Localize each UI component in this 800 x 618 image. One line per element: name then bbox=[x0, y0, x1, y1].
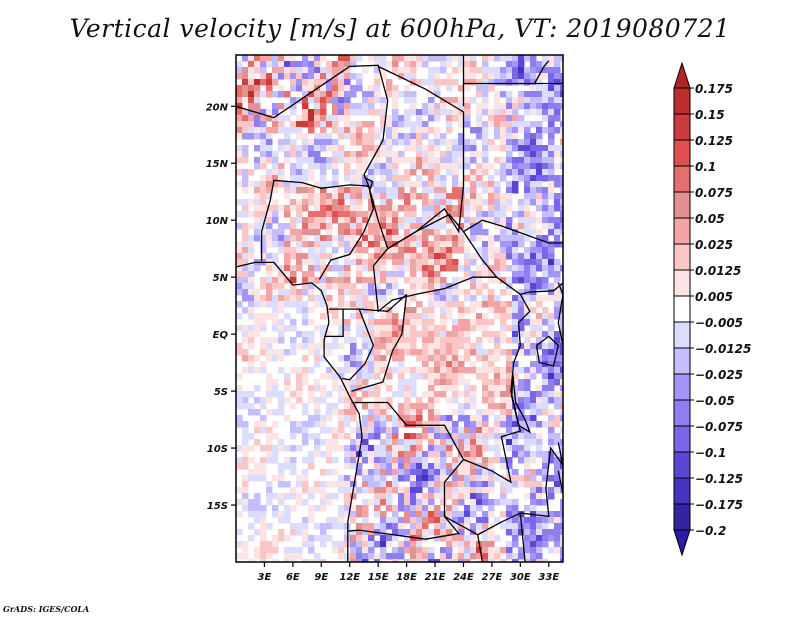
colorbar-label: 0.15 bbox=[695, 108, 725, 122]
map-field bbox=[236, 55, 563, 562]
colorbar-label: −0.2 bbox=[695, 524, 726, 538]
border-line bbox=[557, 282, 563, 346]
border-line bbox=[260, 179, 375, 280]
x-tick-label: 9E bbox=[314, 572, 328, 583]
y-tick-label: 15S bbox=[207, 501, 228, 512]
colorbar-segment bbox=[673, 477, 691, 505]
x-tick-label: 33E bbox=[538, 572, 559, 583]
border-line bbox=[463, 219, 563, 244]
colorbar-label: 0.005 bbox=[695, 290, 733, 304]
x-tick-label: 27E bbox=[482, 572, 503, 583]
border-line bbox=[496, 276, 563, 296]
y-tick-label: 10N bbox=[206, 216, 229, 227]
border-line bbox=[364, 177, 374, 190]
colorbar-label: −0.1 bbox=[695, 446, 726, 460]
border-line bbox=[534, 60, 550, 84]
border-line bbox=[535, 335, 560, 367]
y-tick-label: 15N bbox=[206, 159, 229, 170]
border-line bbox=[236, 261, 363, 562]
map-frame bbox=[235, 54, 564, 563]
colorbar-segment bbox=[673, 113, 691, 141]
colorbar-extend-min bbox=[673, 529, 691, 557]
y-tick-label: 10S bbox=[207, 444, 228, 455]
x-tick-label: 15E bbox=[368, 572, 389, 583]
border-line bbox=[511, 373, 532, 434]
x-tick-label: 21E bbox=[425, 572, 446, 583]
colorbar-segment bbox=[673, 217, 691, 245]
y-tick-label: 20N bbox=[206, 102, 229, 113]
border-line bbox=[368, 65, 465, 250]
colorbar-segment bbox=[673, 139, 691, 167]
colorbar-segment bbox=[673, 347, 691, 375]
x-tick-label: 30E bbox=[510, 572, 531, 583]
colorbar-extend-max bbox=[673, 61, 691, 89]
colorbar-label: 0.05 bbox=[695, 212, 725, 226]
x-axis: 3E 6E 9E 12E 15E 18E 21E 24E 27E 30E 33E bbox=[258, 562, 559, 583]
y-axis: 20N 15N 10N 5N EQ 5S 10S 15S bbox=[206, 102, 236, 512]
grads-credit: GrADS: IGES/COLA bbox=[3, 604, 90, 614]
border-line bbox=[557, 442, 563, 494]
colorbar-label: 0.125 bbox=[695, 134, 733, 148]
border-line bbox=[463, 293, 531, 484]
colorbar-segment bbox=[673, 503, 691, 531]
colorbar-segment bbox=[673, 425, 691, 453]
colorbar-segment bbox=[673, 243, 691, 271]
colorbar-segment bbox=[673, 373, 691, 401]
colorbar-label: −0.175 bbox=[695, 498, 743, 512]
colorbar-segment bbox=[673, 87, 691, 115]
colorbar-segment bbox=[673, 269, 691, 297]
border-line bbox=[324, 309, 344, 338]
x-tick-label: 3E bbox=[258, 572, 272, 583]
colorbar-segment bbox=[673, 165, 691, 193]
x-tick-label: 12E bbox=[339, 572, 360, 583]
colorbar-label: −0.05 bbox=[695, 394, 735, 408]
colorbar-label: 0.0125 bbox=[695, 264, 741, 278]
border-line bbox=[477, 534, 484, 562]
colorbar-label: −0.005 bbox=[695, 316, 743, 330]
chart-title: Vertical velocity [m/s] at 600hPa, VT: 2… bbox=[69, 14, 731, 43]
border-line bbox=[347, 401, 465, 540]
x-tick-label: 24E bbox=[453, 572, 474, 583]
colorbar-segment bbox=[673, 399, 691, 427]
border-line bbox=[351, 294, 408, 392]
colorbar-label: 0.175 bbox=[695, 82, 733, 96]
y-tick-label: 5N bbox=[213, 273, 229, 284]
x-tick-label: 6E bbox=[286, 572, 300, 583]
colorbar-segment bbox=[673, 295, 691, 323]
border-line bbox=[519, 512, 526, 562]
colorbar-label: −0.075 bbox=[695, 420, 743, 434]
border-line bbox=[444, 446, 563, 536]
colorbar: 0.175 0.15 0.125 0.1 0.075 0.05 0.025 0.0125 0.0… bbox=[673, 61, 751, 557]
colorbar-segment bbox=[673, 191, 691, 219]
colorbar-label: 0.1 bbox=[695, 160, 716, 174]
border-line bbox=[342, 308, 375, 381]
y-tick-label: 5S bbox=[214, 387, 228, 398]
country-borders bbox=[236, 55, 563, 562]
y-tick-label: EQ bbox=[213, 330, 229, 341]
border-line bbox=[236, 64, 389, 187]
colorbar-segment bbox=[673, 451, 691, 479]
colorbar-label: 0.075 bbox=[695, 186, 733, 200]
x-tick-label: 18E bbox=[396, 572, 417, 583]
colorbar-label: −0.025 bbox=[695, 368, 743, 382]
colorbar-label: −0.125 bbox=[695, 472, 743, 486]
colorbar-label: −0.0125 bbox=[695, 342, 751, 356]
colorbar-label: 0.025 bbox=[695, 238, 733, 252]
colorbar-segment bbox=[673, 321, 691, 349]
